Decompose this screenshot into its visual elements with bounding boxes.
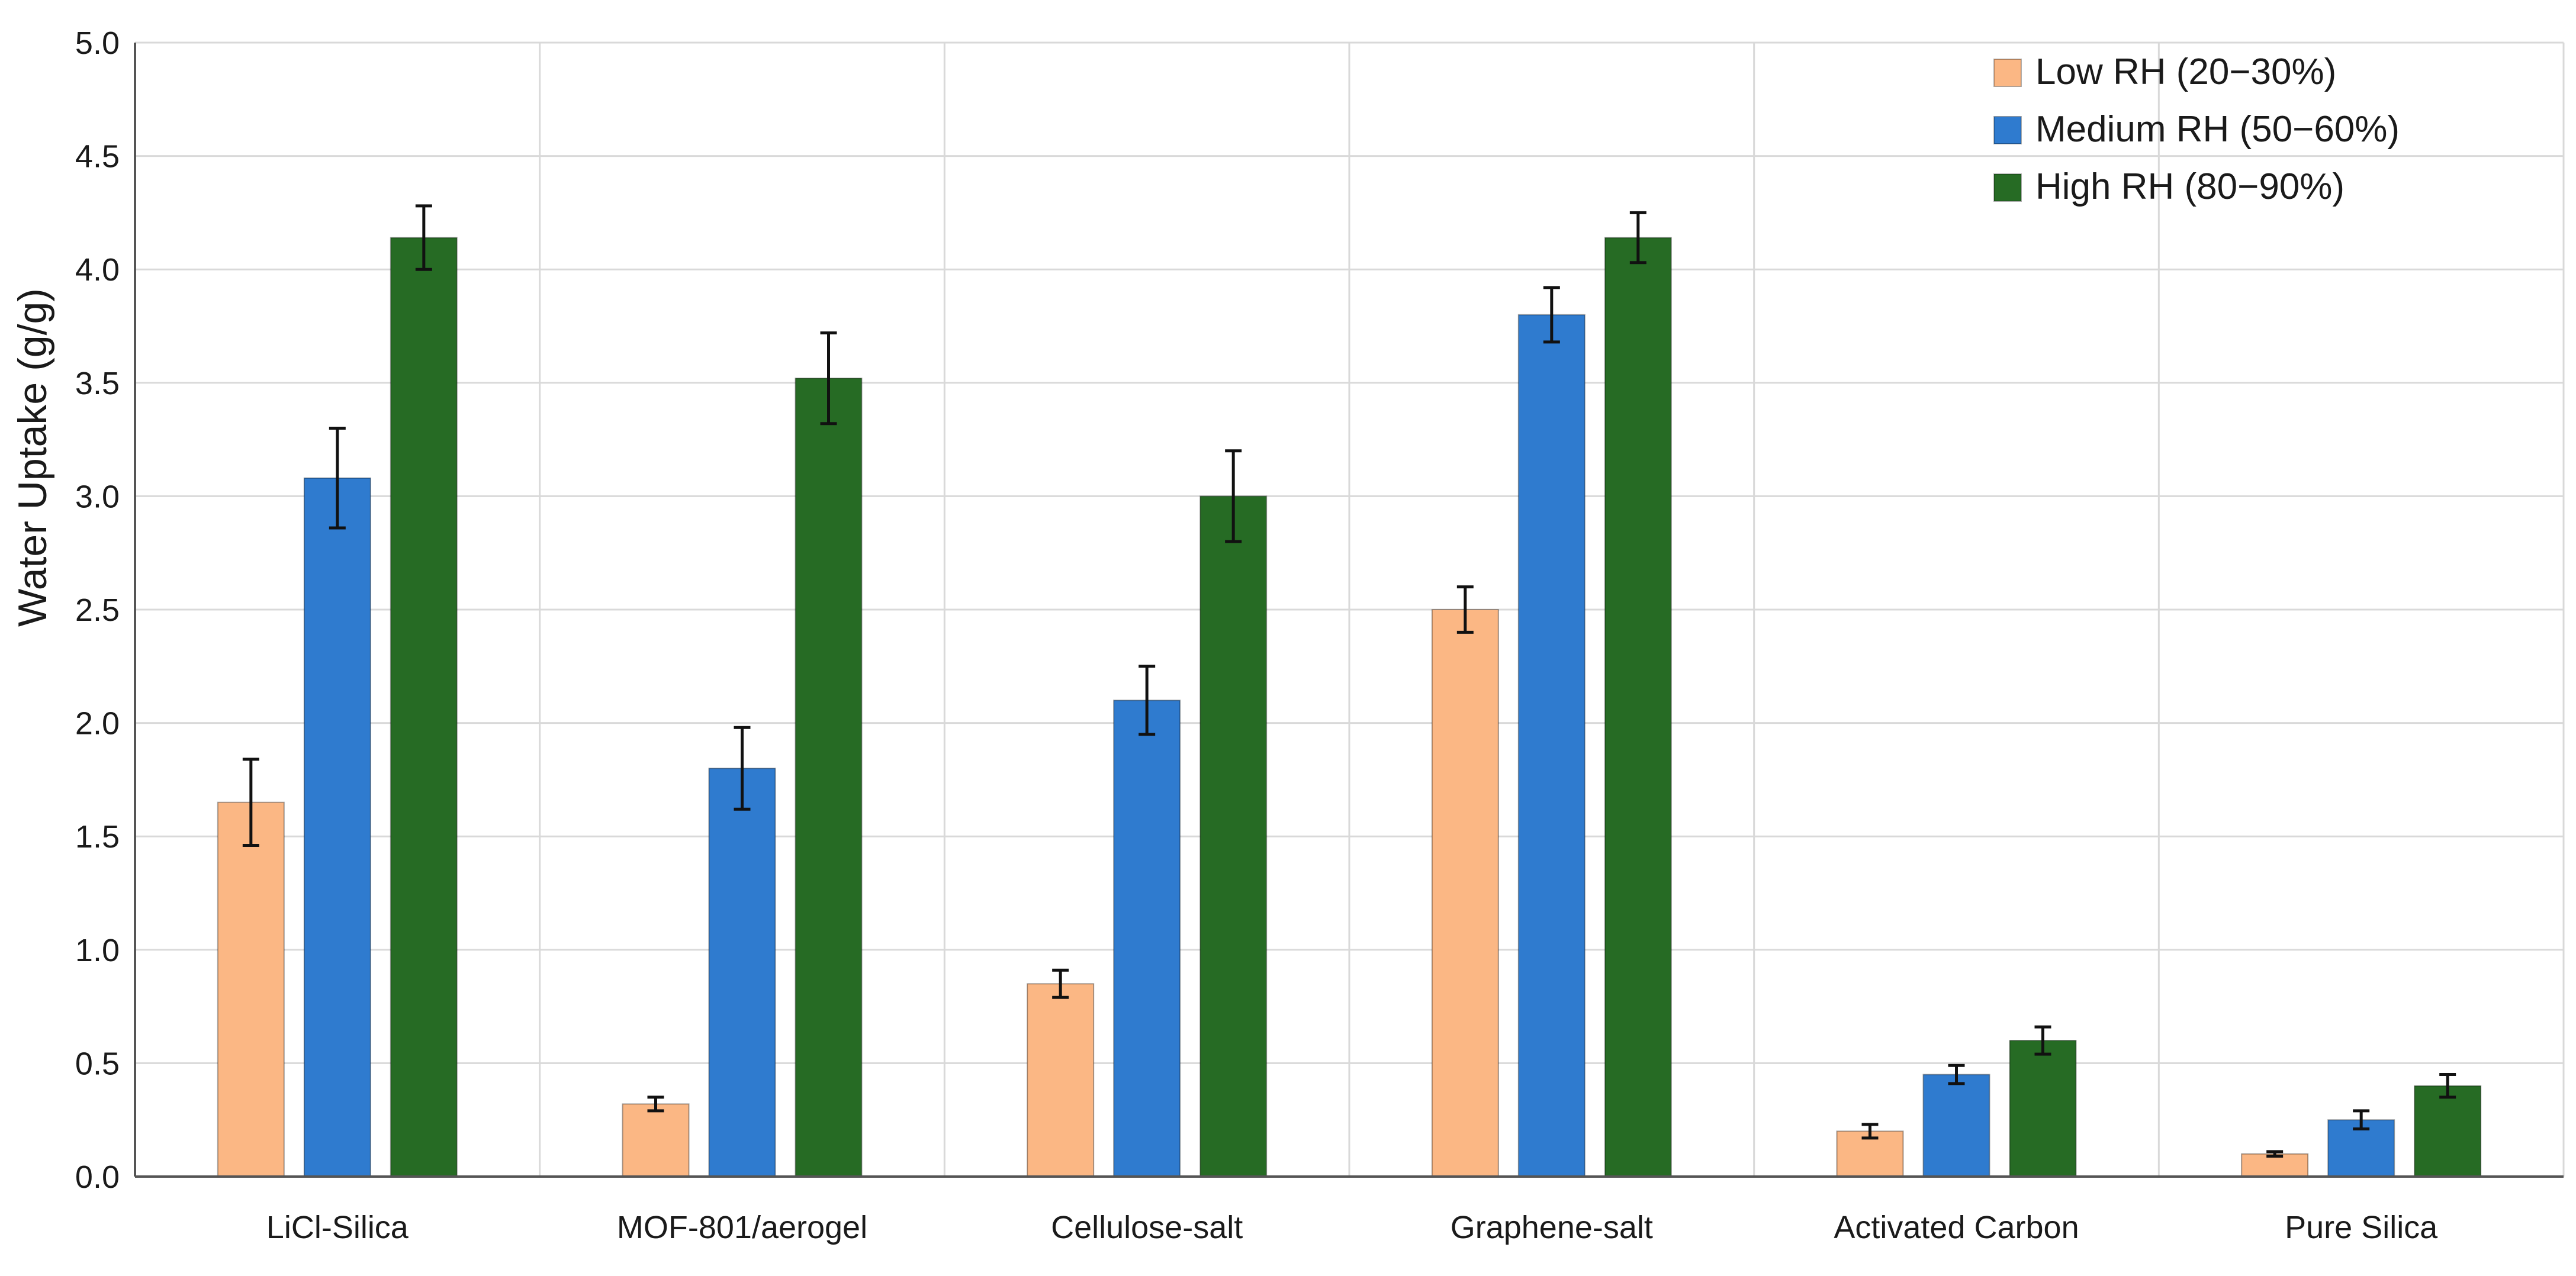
y-tick-label: 0.0 xyxy=(75,1159,120,1195)
bar xyxy=(622,1103,690,1177)
x-tick-label: LiCl-Silica xyxy=(266,1210,409,1245)
y-tick-label: 3.0 xyxy=(75,479,120,514)
legend-label: Medium RH (50−60%) xyxy=(2035,109,2400,150)
bar xyxy=(1199,495,1268,1177)
bar xyxy=(708,768,776,1177)
x-tick-label: MOF-801/aerogel xyxy=(617,1210,867,1245)
bar xyxy=(390,237,458,1177)
x-tick-label: Pure Silica xyxy=(2285,1210,2438,1245)
y-axis-title: Water Uptake (g/g) xyxy=(10,288,55,627)
bar xyxy=(1604,237,1672,1177)
y-tick-label: 4.5 xyxy=(75,139,120,175)
x-tick-label: Cellulose-salt xyxy=(1051,1210,1243,1245)
bar xyxy=(2241,1153,2309,1178)
y-tick-label: 4.0 xyxy=(75,252,120,288)
legend-swatch xyxy=(1993,59,2022,87)
y-tick-label: 2.0 xyxy=(75,706,120,742)
x-tick-label: Activated Carbon xyxy=(1834,1210,2079,1245)
legend: Low RH (20−30%) Medium RH (50−60%) High RH… xyxy=(1993,51,2400,207)
grid xyxy=(134,41,2565,1177)
y-tick-label: 2.5 xyxy=(75,592,120,628)
y-tick-label: 1.0 xyxy=(75,933,120,968)
legend-swatch xyxy=(1993,173,2022,202)
legend-label: Low RH (20−30%) xyxy=(2035,51,2336,92)
bar xyxy=(217,801,285,1177)
legend-swatch xyxy=(1993,116,2022,144)
bar xyxy=(1431,609,1499,1177)
bar xyxy=(795,378,863,1177)
bar xyxy=(1027,983,1095,1178)
bar xyxy=(1922,1074,1990,1178)
bars xyxy=(217,204,2482,1178)
bar xyxy=(303,477,371,1177)
y-tick-label: 5.0 xyxy=(75,25,120,61)
bar xyxy=(1517,314,1586,1178)
bar xyxy=(2414,1085,2482,1177)
bar xyxy=(2009,1040,2077,1177)
axes: 0.0 0.5 1.0 1.5 2.0 2.5 3.0 3.5 4.0 4.5 5.0 LiCl-Si… xyxy=(75,25,2564,1245)
bar xyxy=(1113,700,1181,1177)
y-tick-label: 1.5 xyxy=(75,819,120,855)
legend-label: High RH (80−90%) xyxy=(2035,166,2345,207)
x-tick-label: Graphene-salt xyxy=(1451,1210,1653,1245)
y-tick-label: 0.5 xyxy=(75,1046,120,1081)
y-tick-label: 3.5 xyxy=(75,366,120,401)
